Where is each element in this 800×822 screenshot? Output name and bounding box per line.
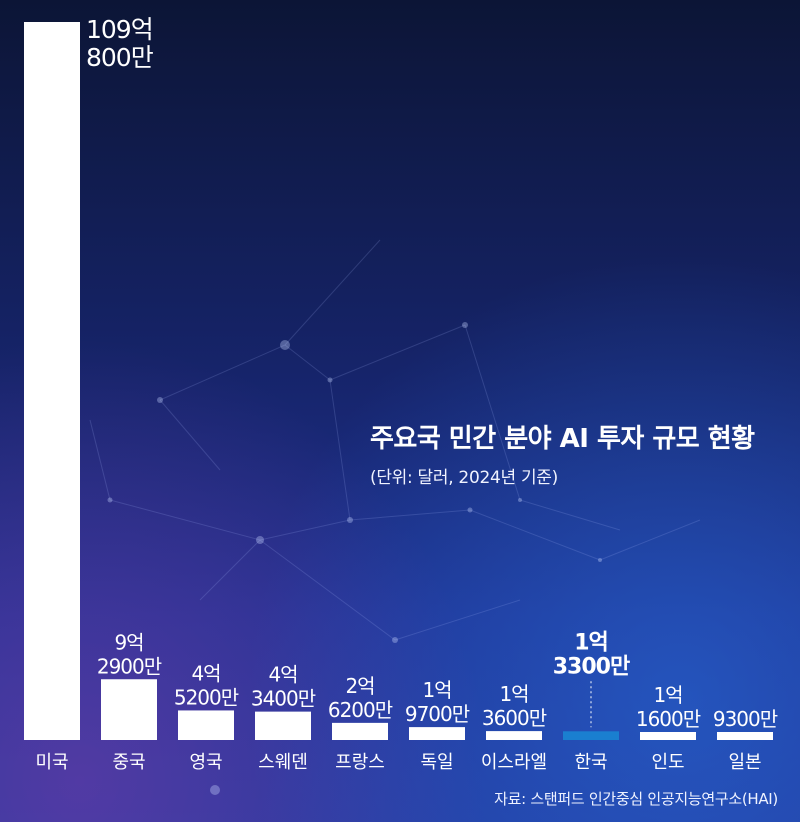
value-label-8-0: 1억 [653,683,682,707]
category-label-3: 스웨덴 [258,752,308,773]
value-label-5-1: 9700만 [405,702,470,726]
value-label-5-0: 1억 [422,678,451,702]
value-label-4-1: 6200만 [328,698,393,722]
bar-0 [24,22,80,740]
category-label-8: 인도 [651,752,684,773]
value-label-0-0: 109억 [86,15,153,44]
value-label-4-0: 2억 [345,674,374,698]
chart-title: 주요국 민간 분야 AI 투자 규모 현황 [370,424,755,454]
bar-7 [563,731,619,740]
network-background [48,239,701,795]
category-label-4: 프랑스 [335,752,385,773]
category-label-1: 중국 [112,752,145,773]
bars [24,22,773,740]
value-label-2-0: 4억 [191,661,220,685]
category-label-6: 이스라엘 [481,752,547,773]
category-label-9: 일본 [728,752,761,773]
value-label-8-1: 1600만 [636,707,701,731]
value-label-9-0: 9300만 [713,707,778,731]
value-label-3-1: 3400만 [251,687,316,711]
bar-2 [178,710,234,740]
bar-5 [409,727,465,740]
category-label-2: 영국 [189,752,222,773]
value-label-1-0: 9억 [114,630,143,654]
bar-3 [255,711,311,740]
chart-subtitle: (단위: 달러, 2024년 기준) [370,468,558,488]
value-label-7-1: 3300만 [553,654,630,679]
bar-1 [101,679,157,740]
value-label-6-0: 1억 [499,682,528,706]
bar-9 [717,732,773,740]
value-label-2-1: 5200만 [174,685,239,709]
category-labels: 미국 중국 영국 스웨덴 프랑스 독일 이스라엘 한국 인도 일본 [35,752,761,773]
category-label-0: 미국 [35,752,68,773]
value-label-1-1: 2900만 [97,654,162,678]
bar-4 [332,722,388,740]
value-label-0-1: 800만 [86,43,154,72]
bar-6 [486,731,542,740]
bar-8 [640,732,696,740]
value-label-6-1: 3600만 [482,706,547,730]
value-label-7-0: 1억 [574,630,608,655]
value-label-3-0: 4억 [268,663,297,687]
source-note: 자료: 스탠퍼드 인간중심 인공지능연구소(HAI) [494,790,778,808]
category-label-7: 한국 [574,752,607,773]
category-label-5: 독일 [420,752,453,773]
